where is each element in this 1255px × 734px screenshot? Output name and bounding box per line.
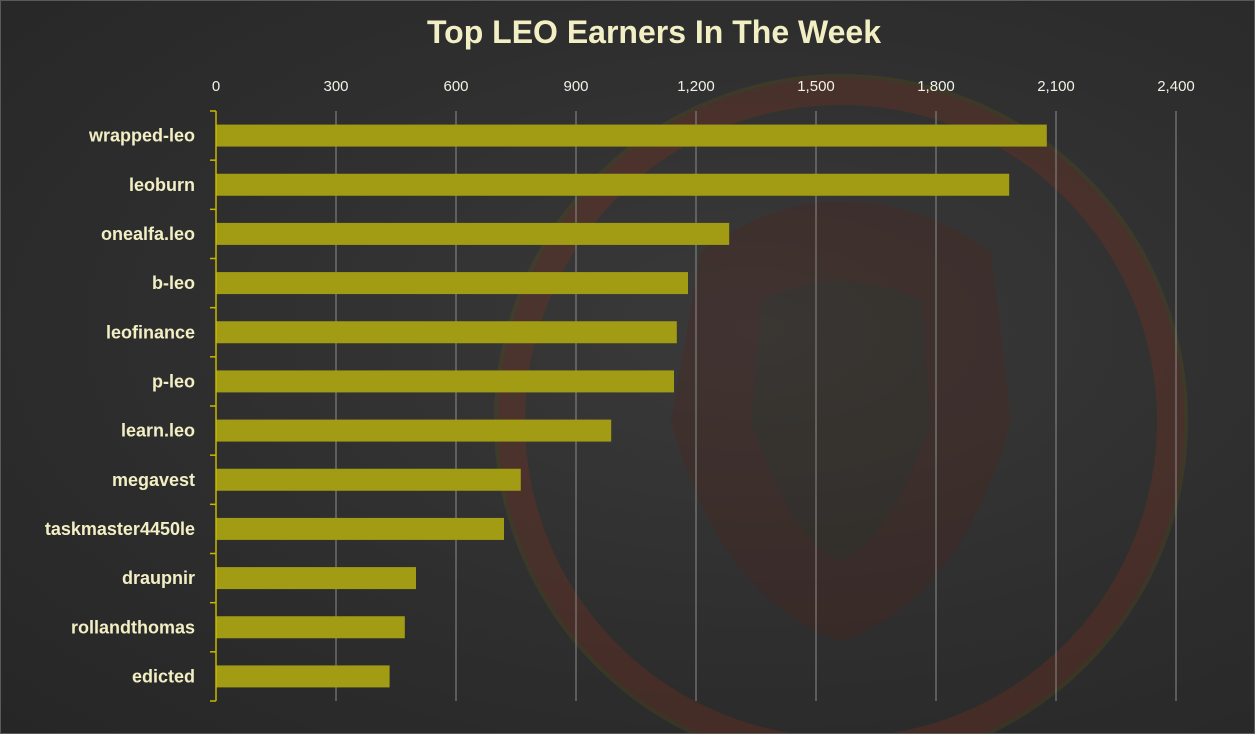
- bar: [216, 124, 1047, 147]
- lion-watermark: [494, 74, 1188, 733]
- x-tick-label: 300: [323, 78, 348, 95]
- category-label: rollandthomas: [71, 617, 195, 637]
- bar: [216, 173, 1010, 196]
- gridlines: [335, 111, 1177, 701]
- category-label: taskmaster4450le: [45, 519, 195, 539]
- category-label: wrapped-leo: [88, 126, 195, 146]
- bar: [216, 321, 677, 344]
- category-label: leofinance: [106, 322, 195, 342]
- bars: [216, 124, 1047, 688]
- category-label: edicted: [132, 666, 195, 686]
- category-label: learn.leo: [121, 421, 195, 441]
- bar: [216, 665, 390, 688]
- x-tick-label: 0: [212, 78, 220, 95]
- bar: [216, 517, 504, 540]
- x-tick-label: 600: [443, 78, 468, 95]
- category-label: b-leo: [152, 273, 195, 293]
- x-tick-label: 2,400: [1157, 78, 1195, 95]
- x-tick-label: 1,800: [917, 78, 955, 95]
- x-axis-ticks: 0 300 600 900 1,200 1,500 1,800 2,100 2,400: [212, 78, 1195, 95]
- bar: [216, 567, 416, 590]
- x-tick-label: 1,500: [797, 78, 835, 95]
- category-label: p-leo: [152, 371, 195, 391]
- category-label: draupnir: [122, 568, 195, 588]
- x-tick-label: 1,200: [677, 78, 715, 95]
- bar: [216, 468, 521, 491]
- x-tick-label: 2,100: [1037, 78, 1075, 95]
- category-label: megavest: [112, 470, 195, 490]
- bar: [216, 616, 405, 639]
- x-tick-label: 900: [563, 78, 588, 95]
- chart-title: Top LEO Earners In The Week: [427, 14, 881, 50]
- bar: [216, 370, 674, 393]
- bar: [216, 222, 730, 245]
- category-label: leoburn: [129, 175, 195, 195]
- bar: [216, 419, 612, 442]
- bar: [216, 272, 688, 295]
- category-labels: wrapped-leo leoburn onealfa.leo b-leo leofin…: [45, 110, 216, 702]
- category-label: onealfa.leo: [101, 224, 195, 244]
